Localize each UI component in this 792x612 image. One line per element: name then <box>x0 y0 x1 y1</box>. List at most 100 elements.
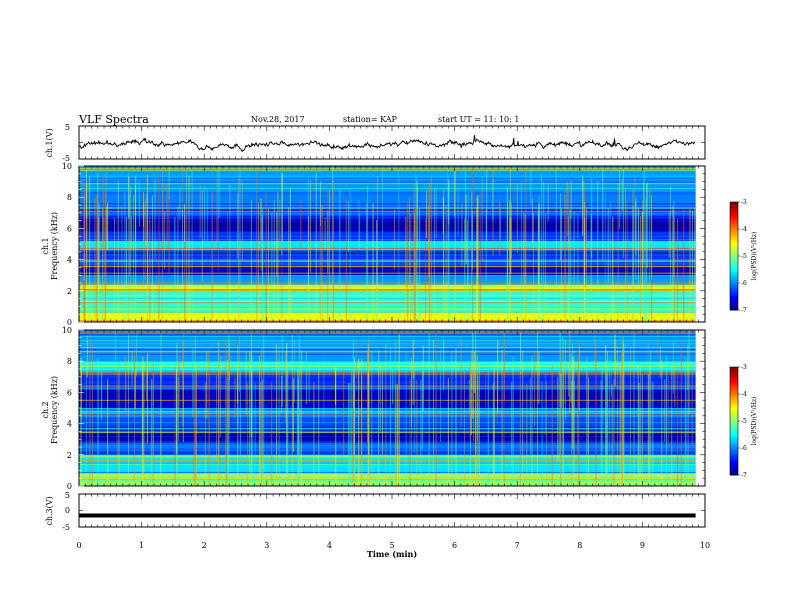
spectral-texture <box>79 426 696 428</box>
start-ut-label: start UT = 11: 10: 1 <box>438 115 519 124</box>
spectral-texture <box>79 183 696 185</box>
colorbar-swatch <box>730 218 738 221</box>
colorbar-swatch <box>730 272 738 275</box>
spectral-texture <box>79 314 696 316</box>
spectral-texture <box>79 217 696 219</box>
ch1-waveform-panel: 5 -5 ch.1(V) <box>45 123 706 163</box>
spectral-texture <box>79 182 696 184</box>
colorbar-swatch <box>730 258 738 261</box>
spectral-texture <box>79 423 696 425</box>
frequency-tick-label: 2 <box>67 451 72 460</box>
colorbar-swatch <box>730 401 738 404</box>
colorbar-tick-label: -5 <box>741 253 747 260</box>
spectral-texture <box>79 289 696 291</box>
colorbar-swatch <box>730 379 738 382</box>
spectral-texture <box>79 429 696 431</box>
colorbar-swatch <box>730 214 738 217</box>
spectral-texture <box>79 286 696 288</box>
colorbar-swatch <box>730 429 738 432</box>
frequency-tick-label: 0 <box>67 318 72 327</box>
spectral-texture <box>79 415 696 417</box>
colorbar-swatch <box>730 391 738 394</box>
spectral-texture <box>79 275 696 277</box>
spectral-texture <box>79 454 696 456</box>
colorbar-swatch <box>730 268 738 271</box>
colorbar-swatch <box>730 467 738 470</box>
colorbar-swatch <box>730 451 738 454</box>
spectral-texture <box>79 220 696 222</box>
spectral-texture <box>79 389 696 391</box>
colorbar-swatch <box>730 252 738 255</box>
ch3-ytick-zero: 0 <box>65 506 70 515</box>
spectral-texture <box>79 367 696 369</box>
colorbar-swatch <box>730 270 738 273</box>
colorbar-swatch <box>730 234 738 237</box>
no-data-region <box>695 330 705 486</box>
spectral-texture <box>79 258 696 259</box>
spectral-texture <box>79 308 696 310</box>
spectral-texture <box>79 462 696 464</box>
colorbar-swatch <box>730 216 738 219</box>
colorbar-tick-label: -6 <box>741 445 747 452</box>
colorbar-swatch <box>730 286 738 289</box>
colorbar-swatch <box>730 405 738 408</box>
ch2-spectrogram-image <box>79 330 705 486</box>
colorbar-tick-label: -4 <box>741 391 747 398</box>
colorbar-swatch <box>730 369 738 372</box>
colorbar-swatch <box>730 437 738 440</box>
ch1-frequency-label: Frequency (kHz) <box>50 212 59 280</box>
frequency-tick-label: 6 <box>67 388 72 397</box>
frequency-tick-label: 2 <box>67 287 72 296</box>
colorbar-swatch <box>730 304 738 307</box>
colorbar-swatch <box>730 250 738 253</box>
time-tick-label: 2 <box>202 541 207 550</box>
time-tick-label: 9 <box>640 541 645 550</box>
spectral-texture <box>79 478 696 480</box>
colorbar-swatch <box>730 206 738 209</box>
colorbar-swatch <box>730 202 738 205</box>
colorbar-swatch <box>730 280 738 283</box>
spectral-texture <box>79 334 696 336</box>
colorbar-swatch <box>730 302 738 305</box>
spectral-texture <box>79 223 696 225</box>
spectral-texture <box>79 268 696 270</box>
frequency-tick-label: 10 <box>62 162 72 171</box>
spectral-texture <box>79 436 696 437</box>
spectral-texture <box>79 479 696 481</box>
colorbar-swatch <box>730 427 738 430</box>
spectral-texture <box>79 353 696 355</box>
spectral-band <box>79 454 696 474</box>
spectral-texture <box>79 180 696 182</box>
colorbar-swatch <box>730 290 738 293</box>
spectral-texture <box>79 267 696 269</box>
colorbar-swatch <box>730 387 738 390</box>
colorbar-swatch <box>730 419 738 422</box>
spectral-band <box>79 240 696 251</box>
no-data-region <box>695 166 705 322</box>
colorbar-swatch <box>730 276 738 279</box>
colorbar-tick-label: -5 <box>741 418 747 425</box>
colorbar-swatch <box>730 292 738 295</box>
spectral-texture <box>79 390 696 392</box>
spectral-texture <box>79 340 696 342</box>
spectral-texture <box>79 209 696 211</box>
colorbar-swatch <box>730 373 738 376</box>
colorbar-swatch <box>730 447 738 450</box>
time-tick-label: 1 <box>139 541 144 550</box>
colorbar-swatch <box>730 308 738 311</box>
ch3-waveform-ylabel: ch.3(V) <box>45 496 54 525</box>
spectral-texture <box>79 417 696 419</box>
spectral-band <box>79 442 696 455</box>
colorbar-swatch <box>730 389 738 392</box>
colorbar-swatch <box>730 473 738 476</box>
colorbar-swatch <box>730 393 738 396</box>
spectral-texture <box>79 447 696 448</box>
colorbar-swatch <box>730 469 738 472</box>
colorbar-tick-label: -6 <box>741 280 747 287</box>
spectral-texture <box>79 349 696 351</box>
colorbar-swatch <box>730 411 738 414</box>
colorbar-swatch <box>730 224 738 227</box>
colorbar-swatch <box>730 282 738 285</box>
time-tick-label: 5 <box>389 541 394 550</box>
